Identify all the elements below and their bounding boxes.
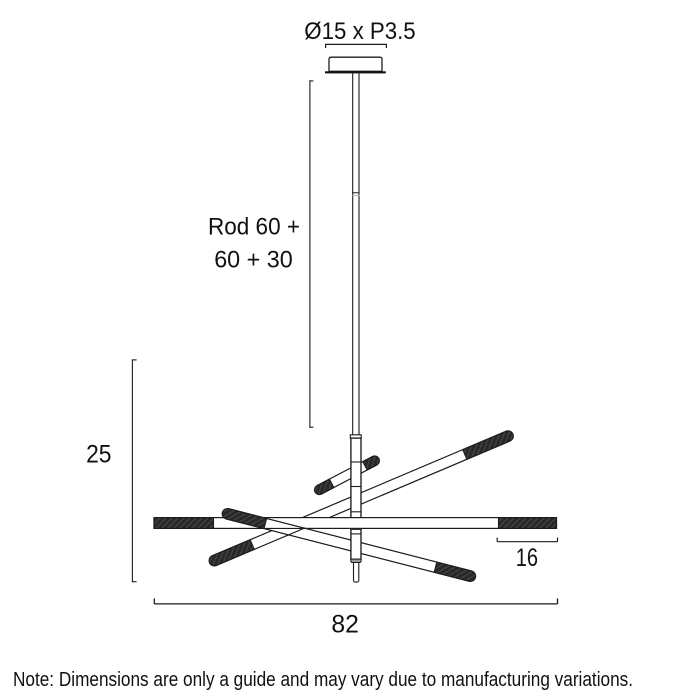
svg-text:16: 16	[516, 544, 538, 572]
svg-text:25: 25	[86, 441, 111, 469]
svg-text:Ø15 x P3.5: Ø15 x P3.5	[304, 18, 415, 45]
svg-text:Rod 60 +: Rod 60 +	[208, 214, 300, 241]
svg-text:60 + 30: 60 + 30	[214, 247, 293, 274]
svg-text:Note: Dimensions are only a gu: Note: Dimensions are only a guide and ma…	[13, 669, 633, 691]
svg-text:82: 82	[331, 611, 359, 639]
